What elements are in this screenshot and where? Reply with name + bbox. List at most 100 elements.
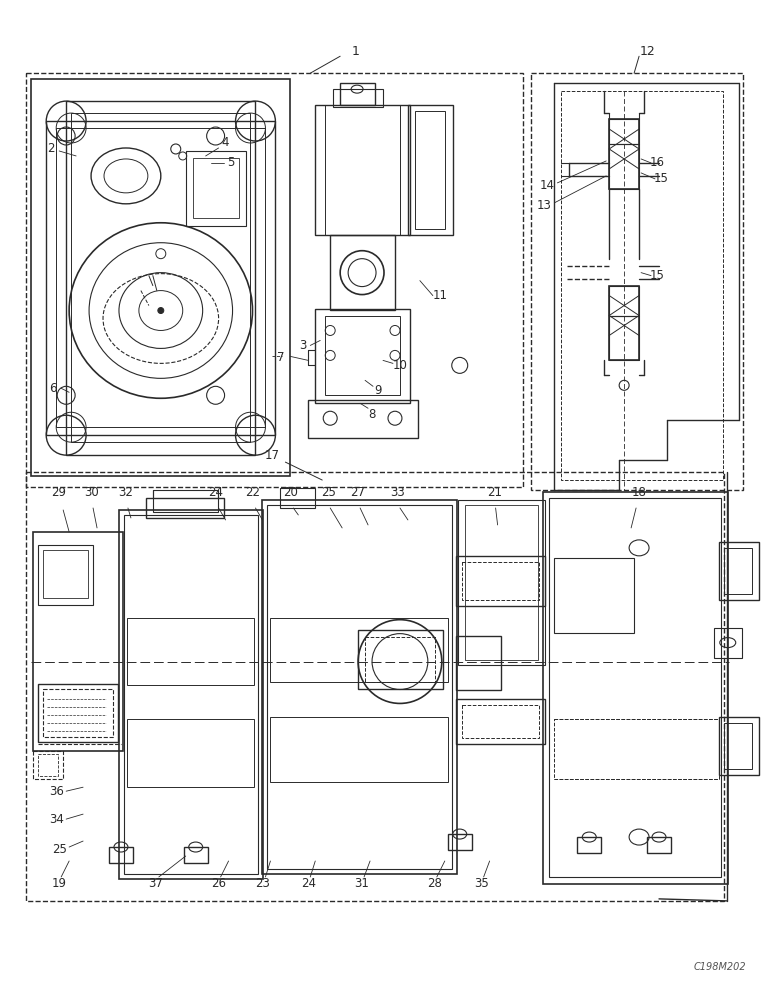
Bar	[32, 79, 290, 476]
Bar	[647, 837, 671, 853]
Bar	[609, 144, 639, 189]
Bar	[554, 558, 634, 633]
Text: 24: 24	[301, 877, 316, 890]
Bar	[124, 515, 259, 874]
Text: 32: 32	[118, 486, 134, 499]
Text: 1: 1	[351, 45, 359, 58]
Bar	[455, 556, 546, 606]
Bar	[193, 158, 239, 218]
Text: 27: 27	[350, 486, 366, 499]
Bar	[609, 316, 639, 360]
Bar	[543, 492, 728, 884]
Bar	[270, 717, 448, 782]
Bar	[127, 719, 255, 787]
Bar	[724, 723, 752, 769]
Bar	[315, 309, 410, 403]
Bar	[315, 105, 410, 235]
Bar	[554, 719, 719, 779]
Bar	[714, 628, 742, 658]
Bar	[66, 101, 256, 455]
Bar	[56, 128, 266, 427]
Bar	[609, 119, 639, 189]
Bar	[39, 684, 118, 742]
Bar	[39, 545, 93, 605]
Bar	[325, 316, 400, 395]
Text: 29: 29	[51, 486, 66, 499]
Text: 34: 34	[49, 813, 63, 826]
Bar	[127, 618, 255, 685]
Bar	[719, 717, 759, 775]
Text: 19: 19	[52, 877, 66, 890]
Bar	[365, 637, 435, 682]
Text: 30: 30	[83, 486, 99, 499]
Text: 20: 20	[283, 486, 298, 499]
Bar	[146, 498, 224, 518]
Bar	[609, 286, 639, 316]
Bar	[340, 83, 375, 105]
Bar	[308, 400, 418, 438]
Bar	[462, 562, 540, 600]
Bar	[186, 151, 245, 226]
Text: 5: 5	[227, 156, 234, 169]
Text: 15: 15	[649, 269, 665, 282]
Bar	[358, 630, 443, 689]
Text: 17: 17	[265, 449, 280, 462]
Ellipse shape	[157, 308, 164, 314]
Bar	[43, 550, 88, 598]
Bar	[26, 73, 523, 487]
Text: 11: 11	[432, 289, 447, 302]
Bar	[71, 113, 250, 442]
Text: 24: 24	[208, 486, 223, 499]
Text: 9: 9	[374, 384, 382, 397]
Bar	[609, 286, 639, 360]
Bar	[462, 705, 540, 738]
Bar	[119, 510, 263, 879]
Text: 35: 35	[474, 877, 489, 890]
Bar	[33, 532, 123, 751]
Bar	[561, 91, 723, 480]
Text: 25: 25	[52, 843, 66, 856]
Bar	[33, 751, 63, 779]
Bar	[458, 500, 546, 665]
Text: 4: 4	[222, 136, 229, 149]
Text: 21: 21	[487, 486, 502, 499]
Text: C198M202: C198M202	[694, 962, 747, 972]
Bar	[325, 105, 400, 235]
Text: 37: 37	[148, 877, 163, 890]
Bar	[724, 548, 752, 594]
Bar	[719, 542, 759, 600]
Text: 18: 18	[631, 486, 646, 499]
Bar	[262, 500, 457, 874]
Text: 16: 16	[649, 156, 665, 169]
Bar	[465, 505, 538, 660]
Bar	[609, 119, 639, 144]
Bar	[153, 490, 218, 512]
Text: 14: 14	[540, 179, 555, 192]
Text: 26: 26	[211, 877, 226, 890]
Text: 31: 31	[354, 877, 370, 890]
Text: 7: 7	[276, 351, 284, 364]
Text: 8: 8	[368, 408, 376, 421]
Bar	[334, 89, 383, 107]
Bar	[43, 689, 113, 737]
Bar	[577, 837, 601, 853]
Bar	[455, 636, 500, 690]
Text: 28: 28	[428, 877, 442, 890]
Bar	[26, 472, 724, 901]
Bar	[280, 488, 315, 508]
Text: 36: 36	[49, 785, 63, 798]
Bar	[184, 847, 208, 863]
Bar	[330, 235, 395, 310]
Text: 23: 23	[255, 877, 270, 890]
Bar	[109, 847, 133, 863]
Bar	[448, 834, 472, 850]
Text: 2: 2	[47, 142, 55, 155]
Text: 33: 33	[391, 486, 405, 499]
Text: 15: 15	[654, 172, 669, 185]
Bar	[455, 699, 546, 744]
Bar	[267, 505, 452, 869]
Text: 22: 22	[245, 486, 260, 499]
Bar	[531, 73, 743, 490]
Bar	[39, 754, 58, 776]
Text: 13: 13	[537, 199, 552, 212]
